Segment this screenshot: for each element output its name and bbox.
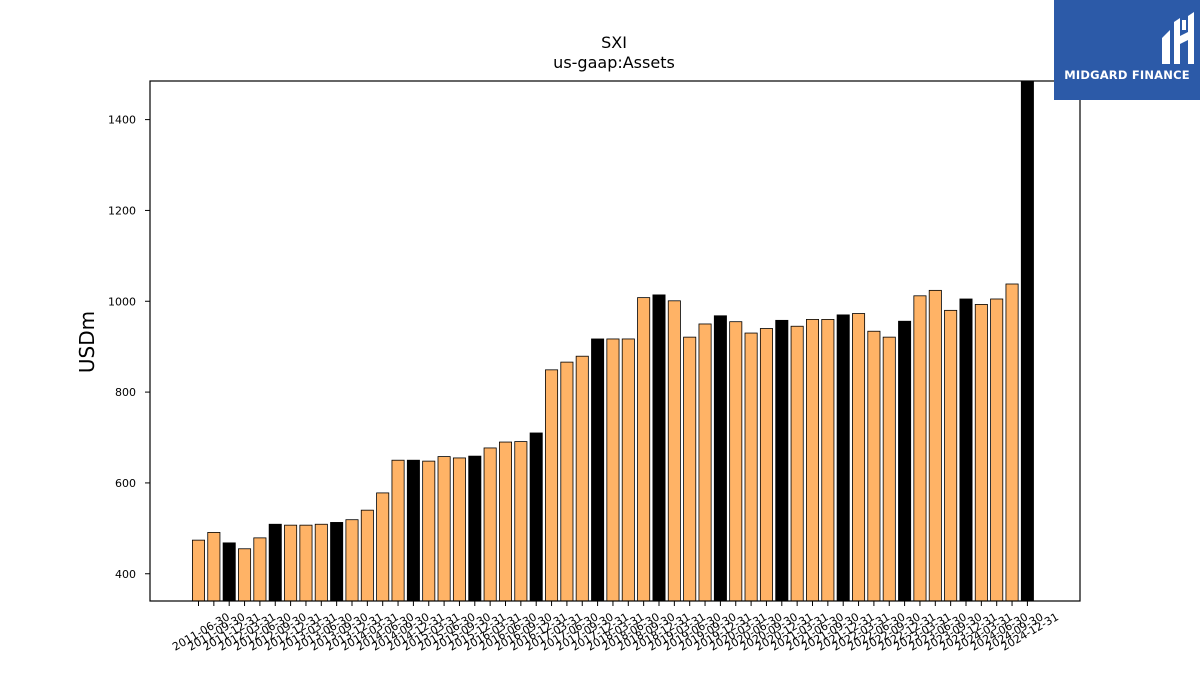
chart-title: SXI xyxy=(601,33,627,52)
y-tick-label: 1400 xyxy=(108,114,136,127)
y-tick-label: 600 xyxy=(115,477,136,490)
bar-2024-06-30 xyxy=(990,298,1004,602)
bar-2019-12-31 xyxy=(713,315,727,602)
bar-2014-12-31 xyxy=(406,459,420,602)
bar-2020-03-31 xyxy=(729,321,743,602)
bar-2016-09-30 xyxy=(514,441,528,602)
bar-2022-06-30 xyxy=(867,330,881,602)
bar-2021-03-31 xyxy=(790,325,804,602)
bar-2016-06-30 xyxy=(498,441,512,602)
bar-2018-06-30 xyxy=(621,338,635,602)
y-tick-label: 400 xyxy=(115,568,136,581)
bar-2011-06-30 xyxy=(191,539,205,602)
bar-2016-12-31 xyxy=(529,432,543,602)
bar-2013-03-31 xyxy=(299,524,313,602)
y-axis-ticks: 400 600 800 1000 1200 1400 xyxy=(108,114,150,581)
bar-2018-12-31 xyxy=(652,294,666,602)
brand-name: MIDGARD FINANCE xyxy=(1064,68,1190,82)
bar-2024-03-31 xyxy=(974,304,988,602)
bar-2019-06-30 xyxy=(683,336,697,602)
bar-2012-06-30 xyxy=(253,537,267,602)
bar-2014-03-31 xyxy=(360,509,374,602)
bar-2012-03-31 xyxy=(238,548,252,602)
plot-frame xyxy=(149,80,1081,602)
bar-2015-03-31 xyxy=(422,460,436,602)
bar-2023-09-30 xyxy=(944,309,958,602)
bar-2019-03-31 xyxy=(667,300,681,602)
bar-2016-03-31 xyxy=(483,447,497,602)
bar-2022-12-31 xyxy=(898,320,912,602)
bar-2012-12-31 xyxy=(284,524,298,602)
y-tick-label: 800 xyxy=(115,386,136,399)
bar-2024-09-30 xyxy=(1005,283,1019,602)
x-axis-ticks: 2011-06-302011-09-302011-12-312012-03-31… xyxy=(170,601,1061,654)
bar-2017-12-31 xyxy=(591,338,605,602)
y-tick-label: 1000 xyxy=(108,295,136,308)
bar-2020-06-30 xyxy=(744,332,758,602)
bar-2015-12-31 xyxy=(468,455,482,602)
bar-2020-09-30 xyxy=(759,328,773,602)
bar-2012-09-30 xyxy=(268,523,282,602)
bar-2013-09-30 xyxy=(330,522,344,602)
bar-2013-12-31 xyxy=(345,519,359,602)
bar-2022-03-31 xyxy=(852,313,866,602)
bar-2017-09-30 xyxy=(575,355,589,602)
brand-logo: MIDGARD FINANCE xyxy=(1054,0,1200,100)
bar-2013-06-30 xyxy=(314,523,328,602)
bar-2019-09-30 xyxy=(698,323,712,602)
bar-2023-12-31 xyxy=(959,298,973,602)
y-axis-label: USDm xyxy=(75,311,99,373)
bar-2011-12-31 xyxy=(222,542,236,602)
bar-2021-06-30 xyxy=(806,319,820,602)
bars-group xyxy=(191,80,1034,602)
chart-subtitle: us-gaap:Assets xyxy=(553,53,675,72)
bar-2015-06-30 xyxy=(437,456,451,602)
bar-2014-09-30 xyxy=(391,459,405,602)
bar-2017-06-30 xyxy=(560,361,574,602)
bar-2020-12-31 xyxy=(775,319,789,602)
brand-mark-icon xyxy=(1162,12,1194,64)
bar-2018-03-31 xyxy=(606,338,620,602)
bar-2011-09-30 xyxy=(207,532,221,602)
bar-2022-09-30 xyxy=(882,336,896,602)
bar-2021-12-31 xyxy=(836,314,850,602)
bar-2014-06-30 xyxy=(376,492,390,602)
bar-2024-12-31 xyxy=(1020,80,1034,602)
y-tick-label: 1200 xyxy=(108,204,136,217)
bar-2023-03-31 xyxy=(913,295,927,602)
bar-2018-09-30 xyxy=(637,297,651,602)
bar-2023-06-30 xyxy=(928,289,942,602)
bar-2015-09-30 xyxy=(452,457,466,602)
bar-2017-03-31 xyxy=(545,369,559,602)
bar-2021-09-30 xyxy=(821,319,835,602)
